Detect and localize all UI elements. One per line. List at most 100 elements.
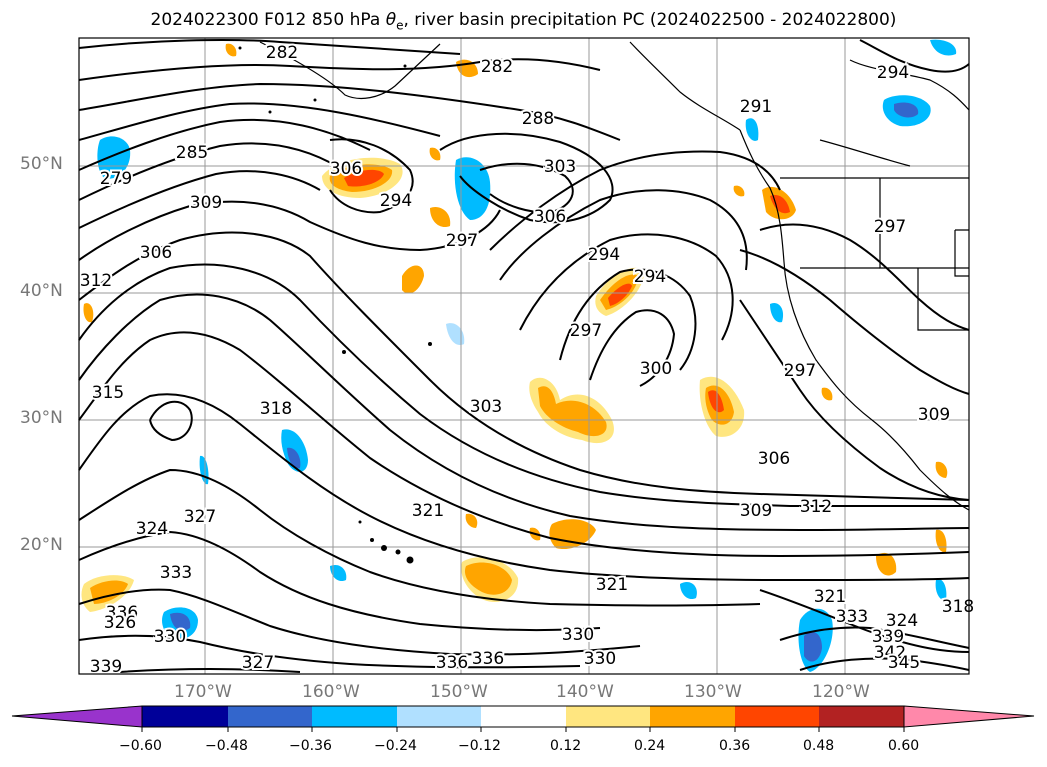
contour-label: 279 (100, 169, 132, 189)
precip-blob-neg (745, 118, 759, 141)
precip-blob-pos (935, 529, 947, 553)
contour-label: 324 (886, 611, 918, 631)
colorbar-tick-label: 0.60 (888, 738, 920, 754)
islands-layer (238, 46, 432, 564)
lon-label-160w: 160°W (302, 682, 360, 702)
precip-blob-pos (465, 513, 478, 528)
contour-label: 333 (836, 607, 868, 627)
contour-label: 336 (436, 653, 468, 673)
contour-label: 288 (522, 109, 554, 129)
colorbar-tick-label: −0.36 (289, 738, 332, 754)
precipitation-fill-layer (81, 39, 957, 672)
colorbar-tick-label: −0.12 (458, 738, 501, 754)
contour-label: 342 (874, 643, 906, 663)
contour-label: 318 (260, 399, 292, 419)
precip-blob-neg (930, 39, 957, 56)
contour-label: 321 (412, 501, 444, 521)
contour-label: 339 (90, 657, 122, 677)
contour-label: 291 (740, 97, 772, 117)
contour-label: 294 (634, 267, 666, 287)
contour-label: 309 (918, 405, 950, 425)
lat-label-50n: 50°N (20, 154, 63, 174)
precip-blob-neg (97, 136, 131, 179)
precip-blob-pos (549, 519, 596, 550)
colorbar-segment (819, 706, 904, 727)
colorbar-tick-label: 0.36 (719, 738, 751, 754)
precip-blob-pos (821, 387, 833, 401)
contour-label: 321 (814, 587, 846, 607)
colorbar-extend-max (903, 705, 1035, 728)
precip-blob-neg (680, 581, 697, 600)
contour-label: 336 (106, 603, 138, 623)
contour-label: 330 (562, 625, 594, 645)
contour-label: 318 (942, 597, 974, 617)
contour-label: 345 (888, 653, 920, 673)
map-frame (78, 37, 970, 675)
contour-label: 297 (570, 321, 602, 341)
contour-label: 327 (242, 653, 274, 673)
contour-label: 321 (596, 575, 628, 595)
precip-blob-neg (770, 302, 784, 323)
contour-label: 294 (877, 63, 909, 83)
theta-e-contour-layer (78, 39, 970, 673)
contour-label: 339 (872, 627, 904, 647)
colorbar-segment (142, 706, 228, 727)
precip-blob-pos (429, 147, 441, 161)
precip-blob-neg (170, 612, 191, 631)
colorbar-segment (735, 706, 819, 727)
precip-blob-neg (804, 632, 822, 662)
precip-blob-pos (876, 552, 897, 576)
precip-blob-pos (225, 43, 237, 57)
contour-label: 330 (584, 649, 616, 669)
contour-label: 312 (800, 497, 832, 517)
contour-label: 324 (136, 519, 168, 539)
contour-label: 309 (190, 193, 222, 213)
precip-blob-pos (608, 283, 632, 306)
contour-label: 297 (874, 217, 906, 237)
precip-blob-neg (330, 564, 347, 582)
colorbar-tick-label: −0.48 (205, 738, 248, 754)
colorbar (11, 705, 1035, 732)
precip-blob-neg (199, 455, 209, 485)
colorbar-tick-label: 0.12 (550, 738, 582, 754)
precip-blob-neg (446, 323, 465, 346)
colorbar-segment (228, 706, 312, 727)
contour-label: 312 (80, 271, 112, 291)
colorbar-segment (650, 706, 735, 727)
colorbar-extend-min (11, 705, 143, 728)
precip-blob-pos (733, 185, 745, 197)
precip-blob-neg (935, 579, 947, 601)
contour-label: 297 (446, 231, 478, 251)
contour-label: 294 (588, 245, 620, 265)
colorbar-tick-label: −0.24 (374, 738, 417, 754)
precip-blob-pos (344, 169, 384, 187)
colorbar-segment (312, 706, 397, 727)
lat-label-30n: 30°N (20, 408, 63, 428)
contour-label: 282 (266, 43, 298, 63)
contour-labels: 282 282 288 294 285 279 306 294 303 306 … (78, 41, 976, 679)
colorbar-tick-label: −0.60 (119, 738, 162, 754)
contour-label: 285 (176, 143, 208, 163)
contour-label: 327 (184, 507, 216, 527)
coastline-layer (259, 41, 970, 511)
contour-label: 303 (470, 397, 502, 417)
colorbar-segment (397, 706, 481, 727)
colorbar-segment (566, 706, 650, 727)
contour-label: 315 (92, 383, 124, 403)
contour-label: 297 (784, 361, 816, 381)
precip-blob-pos (402, 265, 424, 294)
contour-label: 303 (544, 157, 576, 177)
contour-label: 306 (534, 207, 566, 227)
lon-label-170w: 170°W (174, 682, 232, 702)
lon-label-120w: 120°W (812, 682, 870, 702)
contour-label: 300 (640, 359, 672, 379)
precip-blob-pos (464, 562, 512, 595)
colorbar-tick-label: 0.24 (634, 738, 666, 754)
contour-label: 294 (380, 191, 412, 211)
map-title: 2024022300 F012 850 hPa θe, river basin … (150, 10, 897, 33)
contour-label: 306 (140, 243, 172, 263)
colorbar-segment (481, 706, 566, 727)
contour-label: 306 (758, 449, 790, 469)
precip-blob-pos (83, 303, 94, 323)
